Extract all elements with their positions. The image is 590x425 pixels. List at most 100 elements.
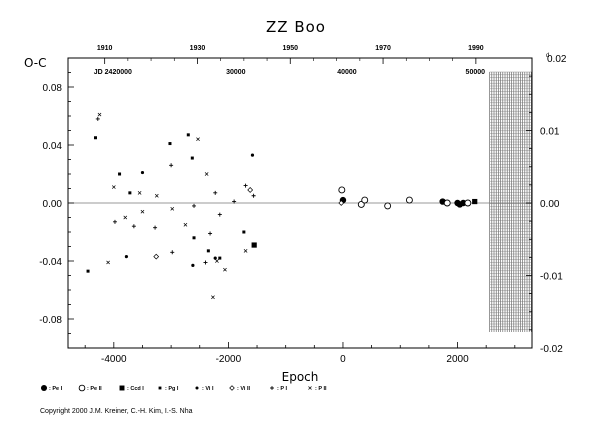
legend-marker-pg-i	[158, 386, 162, 390]
point-pii	[170, 206, 175, 211]
point-pg-i	[168, 142, 172, 146]
point-pg-i	[186, 133, 190, 137]
x-tick-label: -4000	[101, 354, 127, 365]
point-pii	[215, 259, 219, 263]
legend-label-pg-i: : Pg I	[165, 386, 179, 392]
point-pg-i	[86, 269, 90, 273]
point-pe-ii	[443, 199, 451, 207]
legend-label-pe-ii: : Pe II	[87, 386, 102, 392]
legend-marker-vi-ii	[229, 385, 235, 391]
point-pg-i	[218, 256, 222, 260]
point-pii	[154, 193, 159, 198]
x-tick-label: -2000	[216, 354, 242, 365]
legend-label-vi-i: : Vi I	[202, 386, 214, 392]
point-ccd-i	[251, 242, 257, 248]
point-vi-ii	[153, 253, 160, 260]
chart-title: ZZ Boo	[266, 18, 326, 36]
year-tick-label: 1990	[468, 45, 484, 52]
x-tick-label: 2000	[446, 354, 469, 365]
point-pe-ii	[464, 199, 472, 207]
y-tick-label: -0.08	[39, 315, 62, 326]
point-pii	[223, 267, 227, 272]
point-pi	[169, 163, 174, 168]
point-pg-i	[242, 230, 246, 234]
point-vi-i	[140, 170, 145, 175]
legend-marker-vi-i	[195, 386, 199, 390]
right-top-label: 0.02	[547, 54, 567, 65]
jd-label: JD 2420000	[94, 69, 132, 76]
point-pi	[217, 212, 222, 217]
right-tick-label: 0.01	[540, 127, 560, 138]
x-tick-label: 0	[340, 354, 346, 365]
jd-tick-label: 40000	[337, 69, 357, 76]
point-pg-i	[206, 249, 210, 253]
point-vi-ii	[247, 187, 254, 193]
y-tick-label: -0.04	[39, 257, 62, 268]
point-pii	[204, 172, 209, 176]
right-tick-label: 0.00	[540, 199, 560, 210]
point-pi	[251, 193, 256, 198]
right-top-label-mark: d	[546, 53, 549, 59]
point-pg-i	[192, 236, 196, 240]
right-tick-label: -0.01	[540, 272, 563, 283]
point-pii	[183, 222, 188, 227]
year-tick-label: 1950	[282, 45, 298, 52]
legend-marker-ccd-i	[119, 385, 125, 391]
point-vi-i	[124, 255, 129, 259]
point-pi	[243, 183, 248, 188]
point-pi	[170, 250, 175, 255]
point-pg-i	[93, 136, 97, 140]
y-tick-label: 0.08	[43, 83, 63, 94]
year-tick-label: 1930	[190, 45, 206, 52]
point-pe-ii	[384, 202, 392, 210]
point-pii	[97, 112, 102, 117]
year-tick-label: 1910	[97, 45, 113, 52]
y-tick-label: 0.04	[43, 141, 63, 152]
point-pi	[153, 225, 158, 230]
legend-marker-pii	[308, 386, 312, 390]
point-pi	[213, 190, 218, 195]
point-vi-i	[191, 263, 195, 267]
point-pg-i	[118, 172, 122, 176]
year-tick-label: 1970	[375, 45, 391, 52]
point-pe-ii	[338, 186, 346, 194]
x-axis-label: Epoch	[282, 370, 319, 384]
point-pii	[111, 185, 116, 189]
point-pii	[137, 191, 142, 195]
legend-label-pi: : P I	[277, 386, 287, 392]
point-pi	[112, 219, 117, 224]
point-pi	[203, 260, 208, 265]
point-pii	[123, 215, 128, 220]
point-pi	[192, 203, 197, 208]
jd-tick-label: 30000	[226, 69, 246, 76]
legend-marker-pe-ii	[78, 384, 86, 392]
point-ccd-i	[472, 198, 478, 205]
point-pg-i	[128, 191, 132, 195]
legend-label-vi-ii: : Vi II	[237, 386, 251, 392]
point-vi-ii	[338, 200, 345, 206]
point-pii	[140, 209, 145, 214]
point-pg-i	[190, 156, 194, 160]
point-pii	[106, 260, 110, 265]
point-vi-i	[250, 153, 255, 157]
point-pii	[196, 137, 200, 142]
legend-label-ccd-i: : Ccd I	[127, 386, 144, 392]
legend-marker-pi	[270, 386, 274, 390]
point-vi-i	[213, 256, 217, 260]
y-tick-label: 0.00	[43, 199, 63, 210]
legend-marker-pe-i	[40, 384, 48, 392]
point-pe-ii	[405, 196, 413, 204]
right-tick-label: -0.02	[540, 344, 563, 355]
point-pe-ii	[361, 196, 369, 204]
copyright-notice: Copyright 2000 J.M. Kreiner, C.-H. Kim, …	[40, 408, 193, 415]
y-axis-label: O-C	[24, 56, 47, 70]
point-pii	[211, 295, 215, 300]
point-pi	[232, 199, 237, 204]
legend-label-pe-i: : Pe I	[49, 386, 63, 392]
point-pi	[95, 116, 100, 121]
legend-label-pii: : P II	[315, 386, 327, 392]
jd-tick-label: 50000	[466, 69, 486, 76]
point-pi	[208, 231, 213, 236]
point-pii	[243, 249, 248, 253]
